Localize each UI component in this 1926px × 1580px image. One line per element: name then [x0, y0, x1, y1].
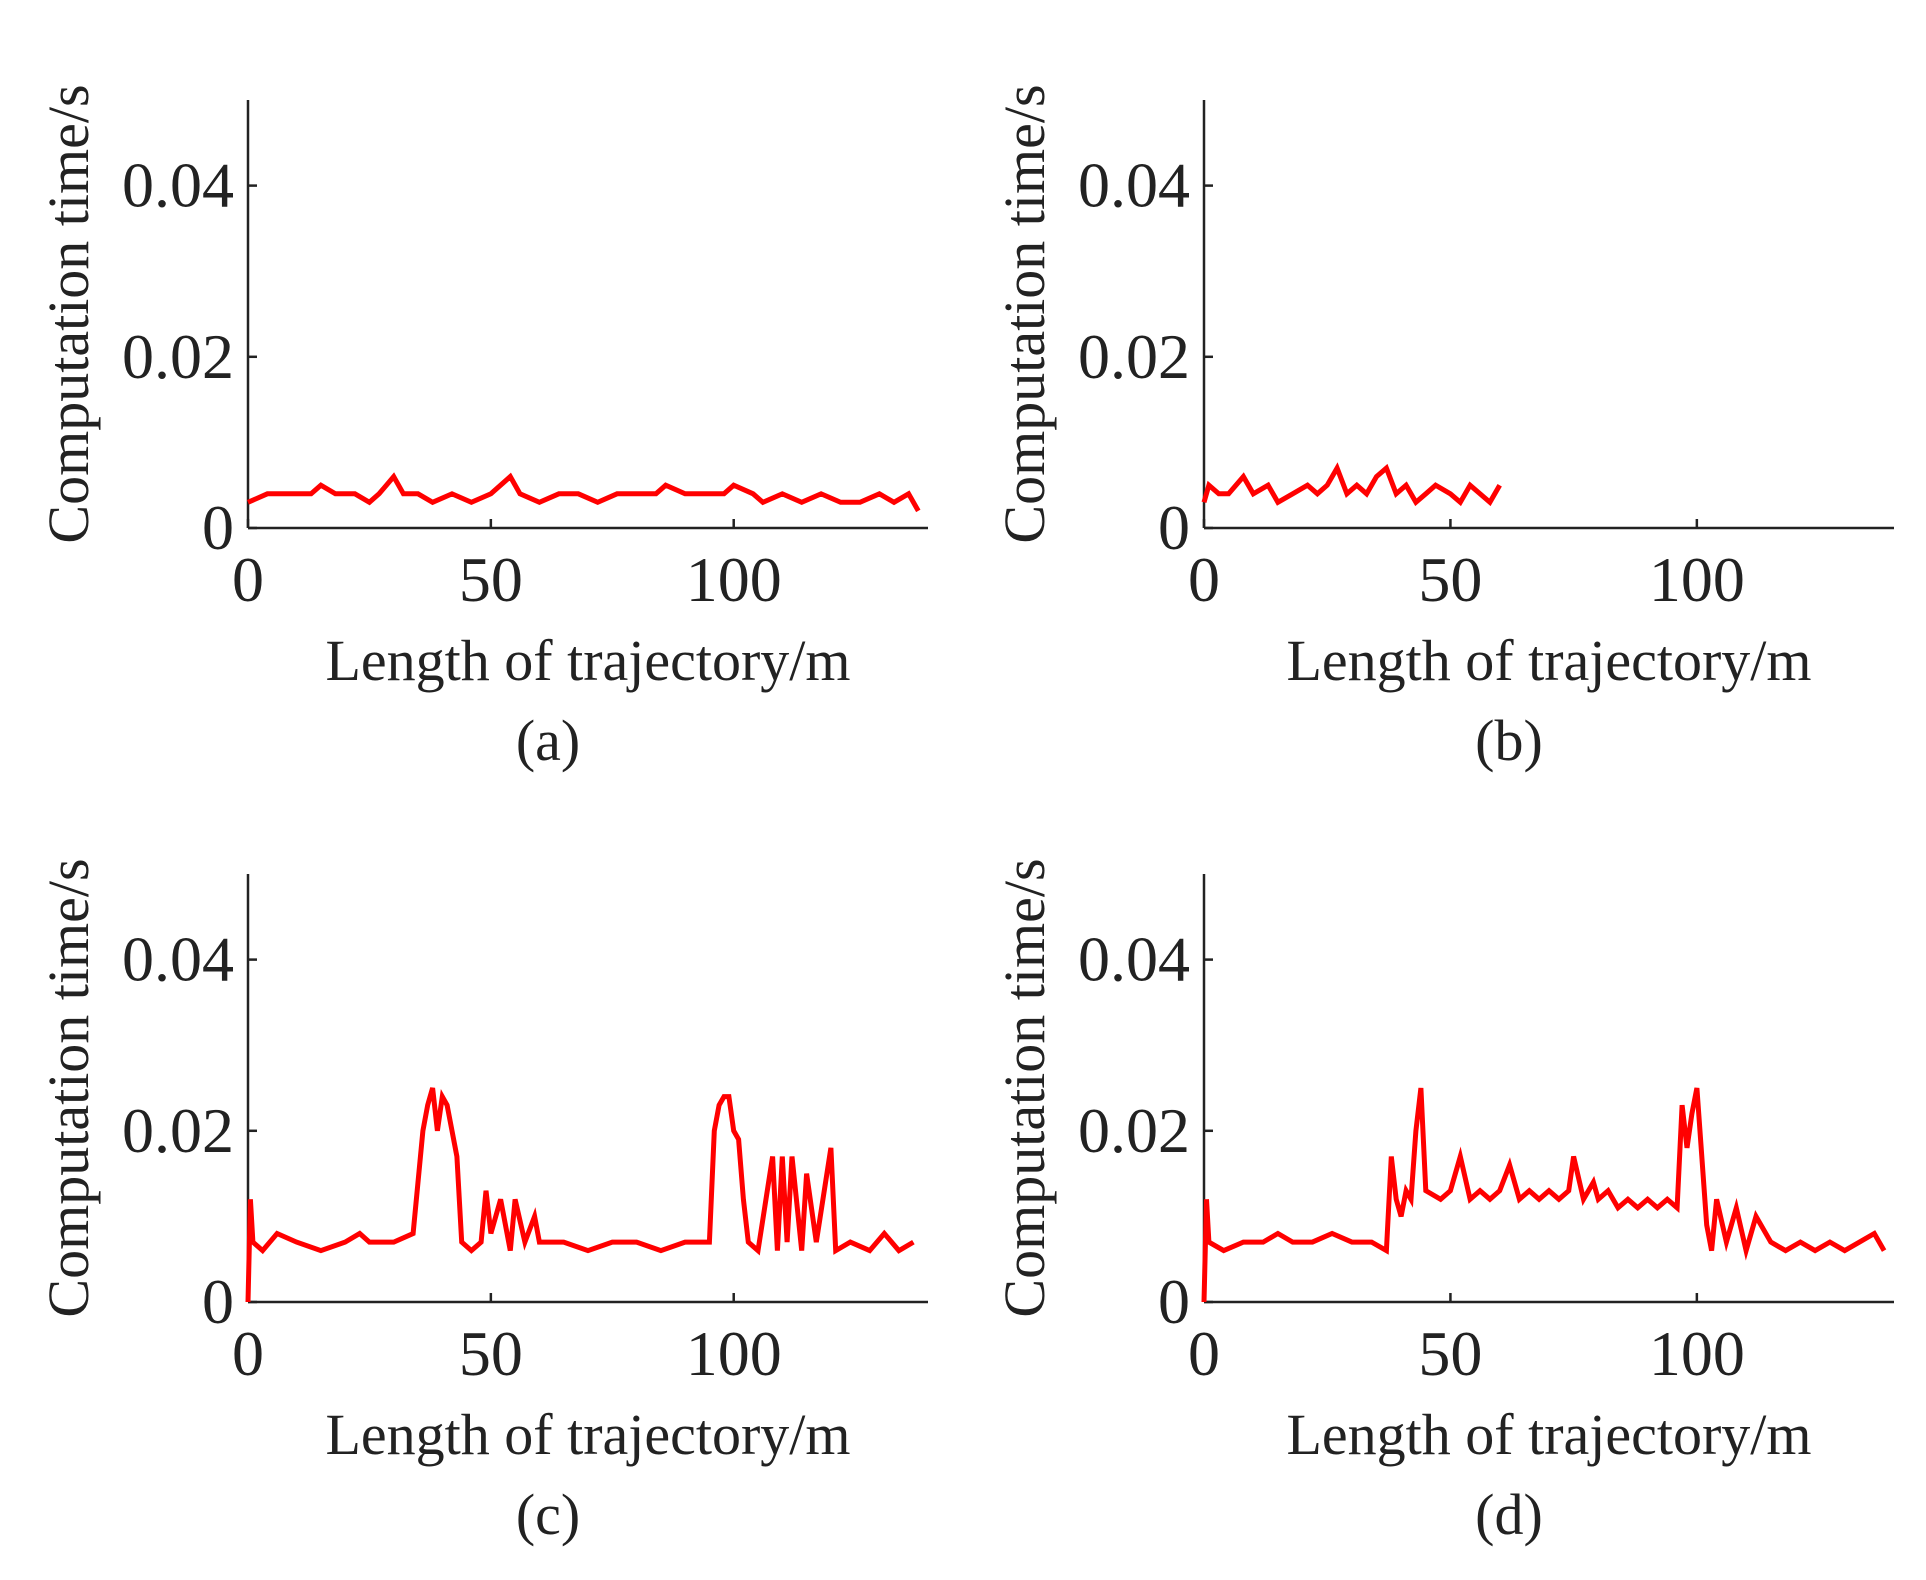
- x-axis-title: Length of trajectory/m: [325, 628, 850, 693]
- chart-panel-2: 0 0.02 0.04 0 50 100 Computation time/s Length …: [992, 84, 1894, 773]
- series-line-1-1: [246, 472, 921, 513]
- y-tick-label: 0: [1158, 492, 1190, 563]
- y-tick-label: 0: [1158, 1266, 1190, 1337]
- y-tick-label: 0: [202, 1266, 234, 1337]
- y-axis-title: Computation time/s: [36, 84, 101, 543]
- y-axis-title: Computation time/s: [992, 858, 1057, 1317]
- y-tick-label: 0.04: [122, 150, 234, 221]
- x-tick-label: 100: [1649, 1318, 1745, 1389]
- x-tick-label: 100: [686, 544, 782, 615]
- x-tick-label: 50: [1418, 1318, 1482, 1389]
- x-tick-label: 100: [1649, 544, 1745, 615]
- x-tick-label: 0: [232, 1318, 264, 1389]
- panel-caption: (a): [516, 708, 580, 773]
- y-tick-label: 0.02: [1078, 1095, 1190, 1166]
- panel-caption: (d): [1475, 1482, 1543, 1547]
- y-tick-label: 0.04: [1078, 150, 1190, 221]
- x-axis-title: Length of trajectory/m: [325, 1402, 850, 1467]
- panel-caption: (c): [516, 1482, 580, 1547]
- y-tick-label: 0.02: [122, 1095, 234, 1166]
- y-tick-label: 0.02: [122, 321, 234, 392]
- series-line-4-1: [1201, 1087, 1887, 1303]
- y-tick-label: 0.04: [1078, 924, 1190, 995]
- y-tick-label: 0.02: [1078, 321, 1190, 392]
- x-tick-label: 100: [686, 1318, 782, 1389]
- series-line-2-1: [1201, 462, 1502, 507]
- panel-caption: (b): [1475, 708, 1543, 773]
- chart-panel-1: 0 0.02 0.04 0 50 100 Computation time/s Length …: [36, 84, 928, 773]
- y-axis-title: Computation time/s: [36, 858, 101, 1317]
- chart-panel-3: 0 0.02 0.04 0 50 100 Computation time/s Length …: [36, 858, 928, 1547]
- x-axis-title: Length of trajectory/m: [1286, 628, 1811, 693]
- y-tick-label: 0: [202, 492, 234, 563]
- y-axis-title: Computation time/s: [992, 84, 1057, 543]
- y-tick-label: 0.04: [122, 924, 234, 995]
- x-tick-label: 50: [459, 1318, 523, 1389]
- x-tick-label: 0: [1188, 1318, 1220, 1389]
- chart-panel-4: 0 0.02 0.04 0 50 100 Computation time/s Length …: [992, 858, 1894, 1547]
- series-line-3-1: [245, 1087, 915, 1303]
- x-tick-label: 50: [459, 544, 523, 615]
- x-tick-label: 0: [1188, 544, 1220, 615]
- x-tick-label: 50: [1418, 544, 1482, 615]
- x-axis-title: Length of trajectory/m: [1286, 1402, 1811, 1467]
- x-tick-label: 0: [232, 544, 264, 615]
